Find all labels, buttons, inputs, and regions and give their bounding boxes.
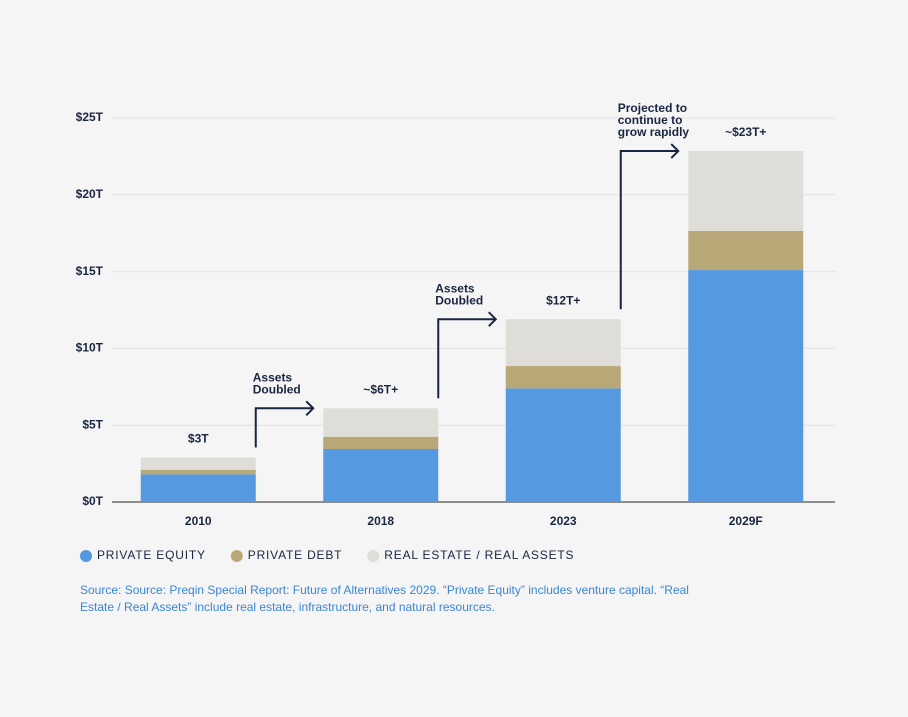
source-note: Source: Source: Preqin Special Report: F… xyxy=(80,583,689,614)
bar-segment xyxy=(323,436,439,450)
y-tick-label: $25T xyxy=(76,110,104,124)
x-tick-label: 2029F xyxy=(729,514,763,528)
legend-marker xyxy=(80,550,92,562)
y-tick-label: $15T xyxy=(76,264,104,278)
y-tick-label: $10T xyxy=(76,341,104,355)
annotation: continue to xyxy=(618,113,683,127)
legend-marker xyxy=(367,550,380,562)
bar-segment xyxy=(323,449,439,502)
total-label: $3T xyxy=(188,432,209,446)
y-tick-label: $20T xyxy=(76,187,104,201)
legend-label: REAL ESTATE / REAL ASSETS xyxy=(384,548,574,562)
legend-marker xyxy=(230,550,243,562)
total-label: $12T+ xyxy=(546,293,580,307)
legend-label: PRIVATE EQUITY xyxy=(97,548,206,562)
annotation: Doubled xyxy=(435,293,483,307)
arrow-head xyxy=(305,400,315,417)
legend-label: PRIVATE DEBT xyxy=(248,548,343,562)
x-tick-label: 2023 xyxy=(550,514,577,528)
arrow xyxy=(254,407,314,448)
bar-segment xyxy=(140,474,256,502)
arrow-head xyxy=(670,143,680,159)
bar-segment xyxy=(323,408,439,437)
bar-segment xyxy=(140,469,256,475)
bar-segment xyxy=(505,388,621,502)
annotation: Projected to xyxy=(618,101,687,115)
total-label: ~$6T+ xyxy=(363,382,398,396)
y-tick-label: $0T xyxy=(82,494,103,508)
arrow xyxy=(437,318,496,399)
bar-segment xyxy=(505,319,621,367)
annotation: Assets xyxy=(435,281,475,295)
annotation: Doubled xyxy=(253,382,301,396)
arrow-head xyxy=(488,311,498,327)
bar-segment xyxy=(140,457,256,470)
x-tick-label: 2018 xyxy=(367,514,394,528)
bar-segment xyxy=(688,270,804,502)
arrow xyxy=(619,150,679,310)
x-tick-label: 2010 xyxy=(185,514,212,528)
bar-segment xyxy=(688,230,804,271)
annotation: Assets xyxy=(253,370,293,384)
y-tick-label: $5T xyxy=(82,417,103,431)
annotation: grow rapidly xyxy=(618,125,690,139)
total-label: ~$23T+ xyxy=(725,125,766,139)
bar-segment xyxy=(688,151,804,231)
bar-segment xyxy=(505,366,621,389)
